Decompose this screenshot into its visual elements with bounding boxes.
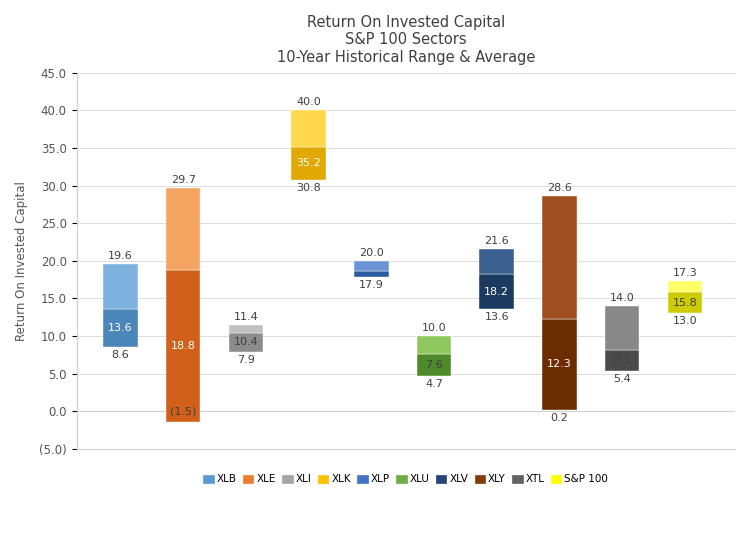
Text: 35.2: 35.2 bbox=[296, 158, 321, 168]
Text: 0.2: 0.2 bbox=[550, 413, 568, 423]
Title: Return On Invested Capital
S&P 100 Sectors
10-Year Historical Range & Average: Return On Invested Capital S&P 100 Secto… bbox=[277, 15, 535, 65]
Text: 30.8: 30.8 bbox=[296, 183, 321, 193]
Text: 28.6: 28.6 bbox=[547, 183, 572, 193]
Legend: XLB, XLE, XLI, XLK, XLP, XLU, XLV, XLY, XTL, S&P 100: XLB, XLE, XLI, XLK, XLP, XLU, XLV, XLY, … bbox=[199, 470, 613, 489]
Text: 29.7: 29.7 bbox=[171, 175, 196, 185]
Bar bbox=[668, 292, 702, 313]
Bar bbox=[166, 270, 200, 423]
Text: 4.7: 4.7 bbox=[425, 379, 443, 389]
Text: 15.8: 15.8 bbox=[673, 298, 698, 308]
Bar bbox=[605, 306, 639, 350]
Bar bbox=[229, 333, 263, 352]
Bar bbox=[605, 350, 639, 371]
Text: 10.4: 10.4 bbox=[233, 338, 258, 347]
Text: 17.3: 17.3 bbox=[673, 268, 698, 278]
Text: 19.6: 19.6 bbox=[108, 251, 133, 261]
Bar bbox=[166, 188, 200, 270]
Bar bbox=[104, 264, 138, 309]
Bar bbox=[354, 270, 388, 276]
Bar bbox=[542, 196, 577, 319]
Bar bbox=[291, 110, 326, 147]
Text: 14.0: 14.0 bbox=[610, 293, 634, 303]
Bar bbox=[417, 354, 452, 376]
Text: 18.2: 18.2 bbox=[484, 287, 509, 296]
Bar bbox=[229, 326, 263, 333]
Text: 13.6: 13.6 bbox=[108, 323, 133, 333]
Text: 18.8: 18.8 bbox=[171, 341, 196, 351]
Text: 20.0: 20.0 bbox=[359, 248, 384, 258]
Bar bbox=[291, 147, 326, 180]
Text: 7.9: 7.9 bbox=[237, 355, 255, 365]
Bar bbox=[668, 281, 702, 292]
Text: 8.1: 8.1 bbox=[614, 355, 631, 365]
Text: 8.6: 8.6 bbox=[112, 349, 129, 360]
Bar bbox=[479, 249, 514, 274]
Text: 21.6: 21.6 bbox=[484, 236, 509, 246]
Text: 40.0: 40.0 bbox=[296, 97, 321, 108]
Text: 13.6: 13.6 bbox=[484, 312, 509, 322]
Text: 7.6: 7.6 bbox=[425, 360, 443, 370]
Text: 11.4: 11.4 bbox=[233, 313, 258, 322]
Bar bbox=[104, 309, 138, 347]
Text: 10.0: 10.0 bbox=[422, 323, 446, 333]
Text: (1.5): (1.5) bbox=[170, 406, 196, 416]
Text: 5.4: 5.4 bbox=[614, 374, 631, 384]
Text: 12.3: 12.3 bbox=[547, 359, 572, 369]
Bar bbox=[542, 319, 577, 410]
Y-axis label: Return On Invested Capital: Return On Invested Capital bbox=[15, 181, 28, 341]
Bar bbox=[354, 261, 388, 270]
Bar bbox=[479, 274, 514, 309]
Text: 13.0: 13.0 bbox=[673, 316, 698, 326]
Text: 17.9: 17.9 bbox=[358, 280, 384, 289]
Bar bbox=[417, 336, 452, 354]
